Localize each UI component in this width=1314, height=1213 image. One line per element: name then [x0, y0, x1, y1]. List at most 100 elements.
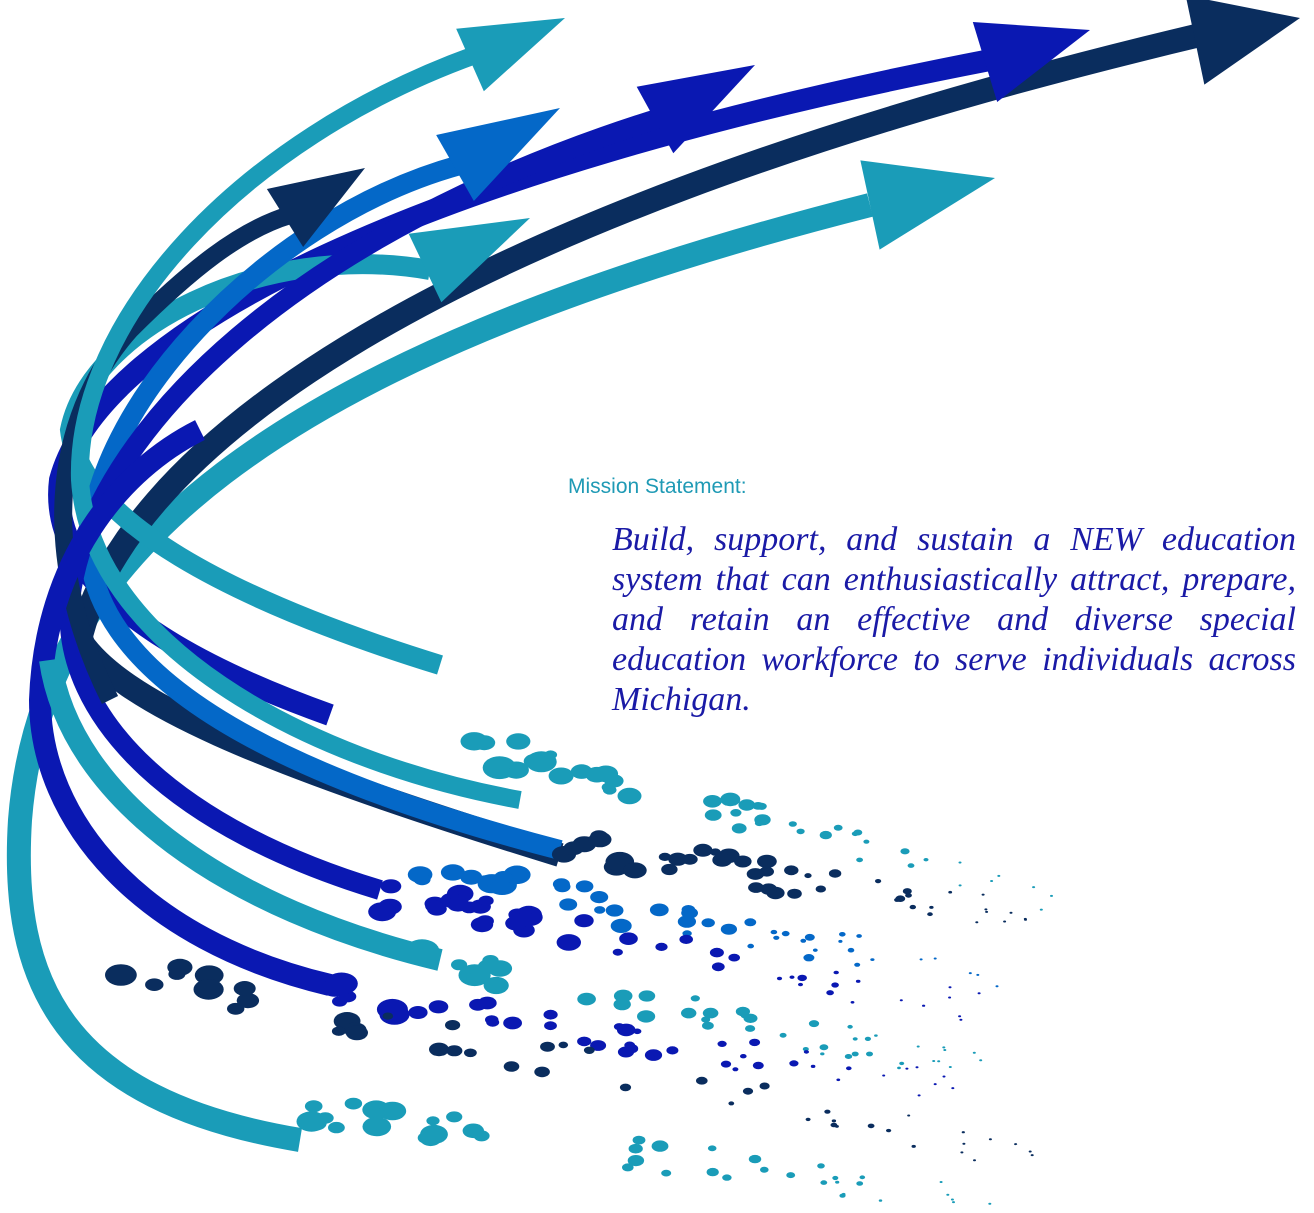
scatter-dot: [831, 982, 839, 988]
mission-statement-text: Build, support, and sustain a NEW educat…: [612, 521, 1296, 718]
scatter-dot: [503, 1016, 522, 1030]
scatter-dot: [577, 1036, 592, 1047]
scatter-dot: [800, 938, 807, 943]
scatter-dot: [950, 1198, 954, 1201]
scatter-dot: [592, 835, 609, 847]
scatter-dot: [919, 958, 923, 961]
scatter-dot: [948, 1066, 952, 1068]
scatter-dot: [900, 848, 910, 855]
scatter-dot: [476, 915, 494, 927]
scatter-dot: [911, 1144, 916, 1148]
scatter-dot: [748, 1154, 762, 1164]
scatter-dot: [619, 932, 638, 945]
scatter-dot: [835, 1180, 840, 1184]
scatter-dot: [486, 1017, 500, 1027]
scatter-dot: [959, 1018, 963, 1021]
scatter-dot: [786, 1172, 796, 1179]
scatter-dot: [740, 1054, 747, 1059]
scatter-dot: [859, 1175, 866, 1180]
scatter-dot: [478, 895, 494, 906]
scatter-dot: [972, 1051, 976, 1054]
scatter-dot: [961, 1131, 965, 1134]
arrow-head: [436, 108, 560, 201]
scatter-dot: [227, 1002, 245, 1015]
scatter-dot: [679, 934, 693, 945]
scatter-dot: [976, 973, 980, 976]
scatter-dot: [852, 1037, 858, 1041]
scatter-dot: [622, 1163, 634, 1172]
scatter-dot: [833, 824, 843, 831]
scatter-dot: [426, 1116, 440, 1126]
scatter-dot: [331, 1026, 346, 1036]
scatter-dot: [948, 890, 953, 894]
scatter-dot: [518, 906, 533, 917]
scatter-dot: [558, 1041, 569, 1049]
scatter-dot: [948, 996, 952, 999]
scatter-dot: [831, 1119, 837, 1123]
scatter-dot: [975, 921, 979, 924]
scatter-dot: [429, 1042, 449, 1057]
scatter-dot: [304, 1100, 323, 1113]
scatter-dot: [856, 857, 863, 863]
scatter-dot: [440, 864, 465, 881]
scatter-dot: [803, 954, 815, 962]
scatter-dot: [909, 904, 916, 910]
scatter-dot: [638, 990, 656, 1002]
scatter-dot: [590, 891, 609, 904]
arrow-head: [972, 22, 1090, 102]
scatter-dot: [841, 1192, 846, 1196]
scatter-dot: [760, 1166, 769, 1173]
scatter-dot: [929, 905, 934, 909]
scatter-dot: [483, 976, 509, 995]
scatter-dot: [747, 943, 754, 949]
scatter-dot: [979, 1059, 983, 1062]
swoosh-streak: [39, 658, 443, 971]
scatter-dot: [605, 904, 624, 917]
scatter-dot: [804, 873, 812, 879]
scatter-dot: [494, 871, 513, 884]
scatter-dot: [738, 799, 756, 811]
scatter-dot: [844, 1054, 853, 1059]
scatter-dot: [808, 1020, 820, 1028]
scatter-dot: [575, 880, 594, 893]
scatter-dot: [916, 1045, 920, 1048]
scatter-dot: [796, 828, 805, 835]
scatter-dot: [902, 888, 912, 895]
scatter-dot: [554, 881, 571, 893]
scatter-dot: [731, 823, 747, 834]
scatter-dot: [981, 893, 985, 896]
scatter-dot: [424, 1126, 441, 1138]
scatter-dot: [633, 1028, 642, 1035]
scatter-dot: [717, 1040, 727, 1047]
scatter-dot: [722, 1174, 732, 1181]
scatter-dot: [590, 1040, 607, 1051]
swoosh-streak: [70, 46, 522, 809]
scatter-dot: [984, 908, 988, 911]
scatter-dot: [460, 732, 488, 751]
scatter-dot: [832, 1175, 839, 1181]
scatter-dot: [749, 1038, 761, 1047]
scatter-dot: [745, 1025, 756, 1032]
arrow-head: [1186, 0, 1300, 85]
scatter-dot: [730, 809, 742, 817]
scatter-dot: [706, 1167, 719, 1177]
scatter-dot: [236, 993, 260, 1009]
scatter-dot: [917, 1094, 921, 1097]
scatter-dot: [233, 981, 256, 996]
scatter-dot: [905, 1067, 909, 1070]
scatter-dot: [466, 972, 486, 986]
scatter-dot: [649, 903, 669, 917]
scatter-dot: [632, 1135, 646, 1145]
scatter-dot: [923, 858, 929, 862]
scatter-dot: [960, 1151, 964, 1154]
scatter-dot: [951, 1087, 955, 1090]
scatter-dot: [477, 875, 493, 886]
scatter-dot: [838, 939, 843, 943]
scatter-dot: [943, 1049, 947, 1051]
scatter-dot: [752, 1061, 764, 1070]
scatter-dot: [803, 1050, 810, 1054]
scatter-dot: [379, 1004, 410, 1025]
scatter-dot: [990, 880, 994, 882]
scatter-dot: [503, 1061, 520, 1072]
scatter-dot: [712, 853, 733, 867]
